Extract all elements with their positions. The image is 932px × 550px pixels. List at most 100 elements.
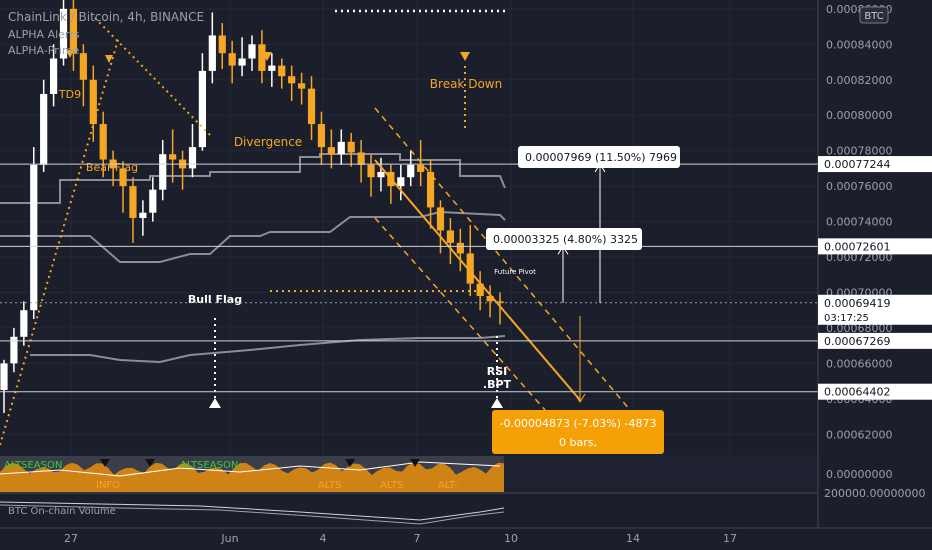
annotation-label[interactable]: Future Pivot (494, 268, 536, 276)
candle-body[interactable] (288, 76, 296, 84)
volume-tick-label: 200000.00000000 (824, 487, 925, 500)
measure-text: 0.00007969 (11.50%) 7969 (525, 151, 677, 164)
level-price-tag[interactable] (818, 383, 932, 400)
candle-body[interactable] (417, 164, 425, 172)
candle-body[interactable] (307, 88, 316, 125)
candle-body[interactable] (208, 35, 216, 71)
candle-body[interactable] (198, 70, 206, 148)
level-price-tag[interactable] (818, 332, 932, 349)
candle-body[interactable] (466, 253, 474, 284)
candles[interactable] (0, 0, 504, 414)
annotation-label[interactable]: TD9 (58, 88, 81, 101)
candle-body[interactable] (129, 186, 137, 219)
annotation-label[interactable]: .BPT (483, 378, 512, 391)
candle-body[interactable] (436, 207, 445, 231)
indicator-label: ALT- (438, 480, 458, 491)
annotation-label[interactable]: Bear Flag (86, 161, 138, 174)
candle-body[interactable] (337, 141, 345, 155)
candle-body[interactable] (159, 154, 167, 190)
candle-body[interactable] (188, 147, 197, 169)
indicator-title-alpha-prime[interactable]: ALPHA-Prime (8, 44, 80, 57)
candle-body[interactable] (79, 53, 87, 80)
candle-body[interactable] (89, 79, 97, 125)
candle-body[interactable] (30, 164, 38, 311)
indicator-tick-label: 0.00000000 (826, 468, 892, 481)
volume-pane[interactable]: BTC On-chain Volume (0, 492, 932, 528)
indicator-down-icon (145, 459, 155, 467)
price-measures[interactable]: 0.00007969 (11.50%) 7969 0.00003325 (4.80… (486, 146, 680, 454)
candle-body[interactable] (139, 212, 147, 219)
candle-body[interactable] (99, 124, 107, 160)
measure-bars-down: 0 bars, (559, 436, 597, 449)
indicator-area (0, 462, 504, 492)
candle-body[interactable] (327, 147, 335, 155)
level-price-tag[interactable] (818, 156, 932, 173)
indicator-label: INFO (96, 480, 120, 491)
header: ChainLink / Bitcoin, 4h, BINANCE ALPHA A… (8, 6, 889, 57)
candle-body[interactable] (20, 310, 28, 337)
price-axis[interactable]: 0.000860000.000840000.000820000.00080000… (817, 0, 932, 528)
currency-badge[interactable] (859, 6, 889, 24)
channel-middle[interactable] (374, 159, 581, 401)
candle-body[interactable] (476, 283, 484, 297)
bull-flag-arrow-icon (209, 398, 221, 408)
indicator-label: ALTS (318, 480, 342, 491)
level-price-label: 0.00072601 (824, 240, 890, 253)
candle-body[interactable] (357, 152, 365, 165)
level-price-label: 0.00077244 (824, 158, 890, 171)
candle-body[interactable] (169, 154, 177, 160)
price-tick-label: 0.00082000 (826, 74, 892, 87)
annotation-label[interactable]: Divergence (234, 135, 302, 149)
annotation-label[interactable]: Break Down (430, 77, 502, 91)
candle-body[interactable] (119, 168, 127, 187)
level-price-tag[interactable] (818, 238, 932, 255)
measure-box[interactable] (486, 228, 642, 250)
level-price-tag[interactable] (818, 294, 932, 325)
candle-body[interactable] (0, 363, 8, 390)
candle-body[interactable] (248, 44, 256, 59)
measure-text-down: -0.00004873 (-7.03%) -4873 (500, 417, 657, 430)
candle-body[interactable] (407, 164, 415, 178)
bear-marker-icon (105, 55, 113, 63)
candle-body[interactable] (496, 301, 504, 304)
candle-body[interactable] (397, 177, 405, 187)
candle-body[interactable] (278, 65, 286, 77)
annotation-label[interactable]: RSI (487, 365, 508, 378)
candle-body[interactable] (218, 35, 226, 54)
candle-body[interactable] (149, 189, 157, 213)
channel-bottom[interactable] (374, 217, 546, 411)
volume-pane-title: BTC On-chain Volume (8, 506, 116, 517)
candle-body[interactable] (456, 242, 464, 254)
candle-body[interactable] (40, 93, 48, 165)
candle-body[interactable] (238, 58, 246, 66)
annotation-label[interactable]: Bull Flag (188, 293, 242, 306)
candle-body[interactable] (258, 44, 266, 71)
drawings[interactable]: TD9 Bear Flag Divergence Break Down Bull Fla… (0, 9, 631, 446)
candle-body[interactable] (59, 8, 68, 59)
band-middle (0, 210, 506, 263)
candle-body[interactable] (486, 296, 494, 302)
candle-body[interactable] (347, 141, 355, 153)
candle-body[interactable] (268, 65, 276, 71)
candle-body[interactable] (10, 336, 18, 364)
measure-box-down[interactable] (492, 410, 664, 454)
candle-body[interactable] (228, 53, 236, 66)
volume-pane-bg (0, 494, 818, 528)
time-tick-label: 27 (64, 532, 78, 545)
candle-body[interactable] (298, 83, 306, 89)
candle-body[interactable] (69, 8, 78, 54)
measure-box[interactable] (518, 146, 680, 168)
indicator-title-alpha-alerts[interactable]: ALPHA Alerts (8, 28, 80, 41)
candle-body[interactable] (367, 164, 375, 178)
candle-body[interactable] (50, 58, 58, 94)
price-tick-label: 0.00084000 (826, 38, 892, 51)
bull-trendline[interactable] (0, 39, 119, 446)
time-axis[interactable]: 27 Jun 4 7 10 14 17 (0, 527, 932, 550)
indicator-pane[interactable]: ALTSEASON ALTSEASON INFO ALTS ALTS ALT- (0, 455, 818, 493)
volume-line-1 (0, 501, 505, 521)
candle-body[interactable] (377, 171, 385, 178)
candle-body[interactable] (446, 230, 454, 243)
candle-body[interactable] (317, 124, 326, 148)
candle-body[interactable] (426, 171, 435, 208)
